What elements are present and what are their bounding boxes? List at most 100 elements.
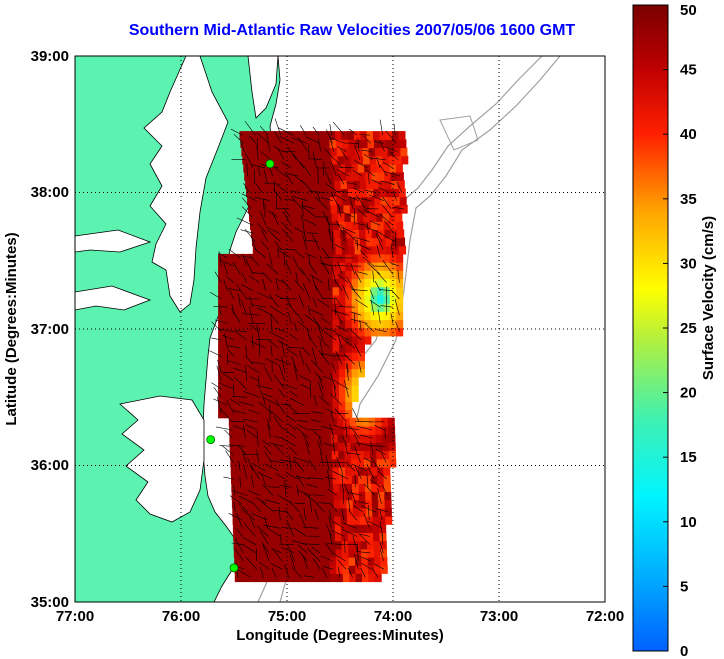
velocity-cell	[258, 532, 266, 542]
velocity-cell	[319, 450, 327, 460]
velocity-vector	[322, 568, 328, 578]
velocity-cell	[364, 253, 372, 263]
velocity-vector	[356, 551, 371, 554]
velocity-cell	[224, 270, 232, 280]
velocity-vector	[381, 204, 393, 218]
velocity-cell	[277, 188, 285, 198]
velocity-cell	[277, 180, 284, 189]
velocity-cell	[249, 368, 257, 378]
velocity-cell	[289, 516, 297, 525]
velocity-vector	[303, 507, 306, 521]
velocity-vector	[354, 433, 361, 447]
velocity-cell	[237, 253, 245, 263]
velocity-cell	[262, 311, 270, 321]
velocity-vector	[349, 128, 358, 136]
velocity-vector	[330, 161, 337, 177]
velocity-cell	[370, 286, 378, 296]
velocity-cell	[351, 393, 359, 402]
velocity-cell	[358, 172, 366, 181]
velocity-cell	[345, 360, 353, 370]
velocity-cell	[281, 385, 289, 394]
velocity-cell	[385, 131, 393, 140]
velocity-cell	[332, 163, 340, 173]
velocity-vector	[335, 381, 349, 390]
velocity-vector	[390, 313, 394, 324]
velocity-cell	[256, 319, 264, 329]
velocity-cell	[309, 540, 317, 550]
velocity-vector	[302, 555, 308, 570]
velocity-cell	[224, 385, 232, 394]
velocity-cell	[388, 442, 396, 452]
velocity-cell	[344, 213, 352, 222]
velocity-vector	[227, 345, 241, 349]
velocity-cell	[245, 516, 253, 525]
velocity-cell	[297, 540, 305, 550]
velocity-cell	[256, 311, 264, 321]
velocity-cell	[340, 237, 348, 247]
velocity-cell	[278, 245, 286, 255]
velocity-vector	[370, 441, 374, 455]
velocity-vector	[363, 513, 370, 529]
velocity-cell	[300, 401, 308, 411]
velocity-cell	[324, 204, 332, 214]
velocity-cell	[315, 532, 323, 542]
velocity-vector	[326, 408, 336, 414]
velocity-vector	[328, 223, 343, 226]
velocity-vector	[253, 504, 262, 513]
velocity-cell	[374, 557, 382, 566]
velocity-cell	[309, 131, 317, 140]
velocity-cell	[275, 466, 283, 476]
velocity-vector	[241, 284, 254, 292]
velocity-cell	[356, 434, 364, 443]
velocity-cell	[355, 147, 363, 157]
velocity-cell	[333, 499, 341, 509]
velocity-vector	[335, 332, 349, 341]
velocity-vector	[323, 443, 335, 447]
velocity-cell	[319, 270, 327, 280]
velocity-cell	[243, 327, 251, 337]
velocity-cell	[379, 532, 387, 542]
velocity-cell	[338, 368, 346, 378]
velocity-cell	[364, 327, 372, 337]
velocity-cell	[335, 532, 342, 542]
velocity-vector	[236, 284, 247, 300]
velocity-cell	[342, 573, 350, 583]
velocity-cell	[331, 213, 339, 222]
velocity-cell	[332, 311, 340, 321]
velocity-cell	[218, 335, 226, 345]
velocity-vector	[261, 542, 270, 554]
velocity-cell	[243, 311, 251, 321]
velocity-cell	[380, 245, 387, 255]
velocity-cell	[262, 335, 270, 345]
velocity-vector	[333, 385, 337, 398]
velocity-cell	[358, 327, 365, 337]
velocity-cell	[251, 499, 258, 509]
velocity-cell	[304, 196, 312, 206]
velocity-cell	[359, 507, 367, 517]
velocity-vector	[299, 513, 307, 529]
velocity-cell	[369, 442, 377, 452]
y-axis-label: Latitude (Degrees:Minutes)	[3, 232, 20, 425]
velocity-cell	[244, 491, 252, 501]
velocity-cell	[308, 516, 316, 525]
velocity-cell	[237, 344, 245, 353]
velocity-cell	[322, 188, 330, 198]
velocity-cell	[321, 516, 329, 525]
velocity-cell	[346, 499, 354, 509]
velocity-vector	[266, 527, 282, 537]
velocity-cell	[328, 188, 336, 198]
velocity-cell	[325, 450, 333, 460]
velocity-cell	[395, 163, 403, 173]
velocity-vector	[345, 231, 358, 242]
velocity-cell	[318, 434, 326, 443]
velocity-cell	[256, 270, 264, 280]
velocity-cell	[260, 425, 268, 435]
velocity-vector	[337, 559, 347, 570]
velocity-vector	[238, 293, 241, 308]
velocity-cell	[269, 311, 276, 321]
velocity-cell	[260, 417, 268, 427]
velocity-cell	[332, 344, 340, 353]
velocity-vector	[335, 309, 343, 324]
velocity-cell	[250, 475, 258, 484]
velocity-cell	[294, 401, 302, 411]
